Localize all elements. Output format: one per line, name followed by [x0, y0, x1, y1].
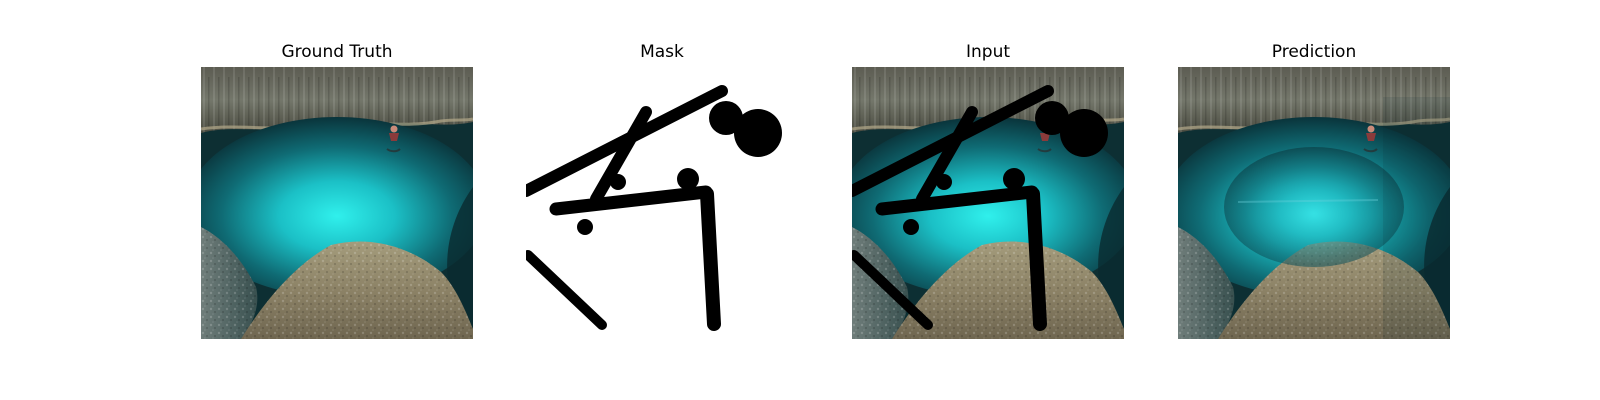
ground-truth-image	[201, 67, 473, 339]
panel-title-ground-truth: Ground Truth	[281, 42, 393, 62]
input-image	[852, 67, 1124, 339]
panel-title-input: Input	[965, 42, 1011, 62]
ground-truth-svg	[201, 67, 473, 339]
mask-image	[526, 67, 798, 339]
prediction-svg	[1178, 67, 1450, 339]
mask-svg	[526, 67, 798, 339]
input-svg	[852, 67, 1124, 339]
prediction-image	[1178, 67, 1450, 339]
panel-title-prediction: Prediction	[1271, 42, 1357, 62]
panel-title-mask: Mask	[640, 42, 684, 62]
